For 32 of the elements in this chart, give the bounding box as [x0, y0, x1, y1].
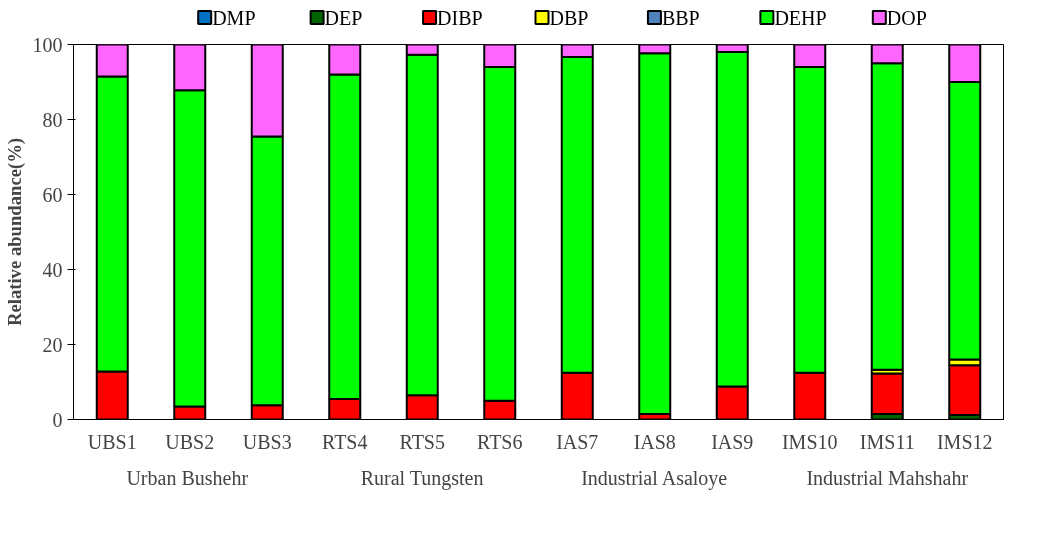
legend-label: DIBP: [437, 6, 483, 29]
x-tick-label: UBS1: [87, 430, 137, 453]
y-tick-label: 0: [52, 408, 63, 431]
x-tick-label: IMS10: [781, 430, 838, 453]
x-tick-label: IAS8: [633, 430, 676, 453]
x-tick-label: IAS7: [556, 430, 599, 453]
text: Urban Bushehr: [126, 466, 249, 489]
x-tick-label: RTS6: [477, 430, 523, 453]
x-tick-label: IAS9: [711, 430, 754, 453]
text: Rural Tungsten: [360, 466, 484, 490]
x-tick-label: IMS12: [936, 430, 993, 453]
x-tick-label: UBS2: [165, 430, 215, 453]
y-tick-label: 100: [32, 33, 63, 56]
y-tick-label: 20: [42, 333, 63, 356]
y-tick-label: 40: [42, 258, 63, 281]
x-tick-label: IMS11: [859, 430, 915, 453]
x-tick-label: UBS3: [242, 430, 292, 453]
legend-label: DOP: [886, 6, 927, 29]
y-tick-label: 80: [42, 108, 63, 131]
y-tick-label: 60: [42, 183, 63, 206]
legend-label: DEHP: [774, 6, 827, 29]
text: Industrial Mahshahr: [806, 466, 969, 489]
legend-label: DEP: [324, 6, 363, 29]
bar: [948, 364, 982, 416]
text: Industrial Asaloye: [581, 466, 728, 490]
legend-label: BBP: [661, 6, 700, 29]
legend-label: DBP: [549, 6, 589, 29]
y-axis-title: Relative abundance(%): [3, 137, 26, 327]
x-tick-label: RTS4: [322, 430, 368, 453]
legend-label: DMP: [212, 6, 256, 29]
bar: [870, 372, 904, 415]
x-tick-label: RTS5: [399, 430, 445, 453]
